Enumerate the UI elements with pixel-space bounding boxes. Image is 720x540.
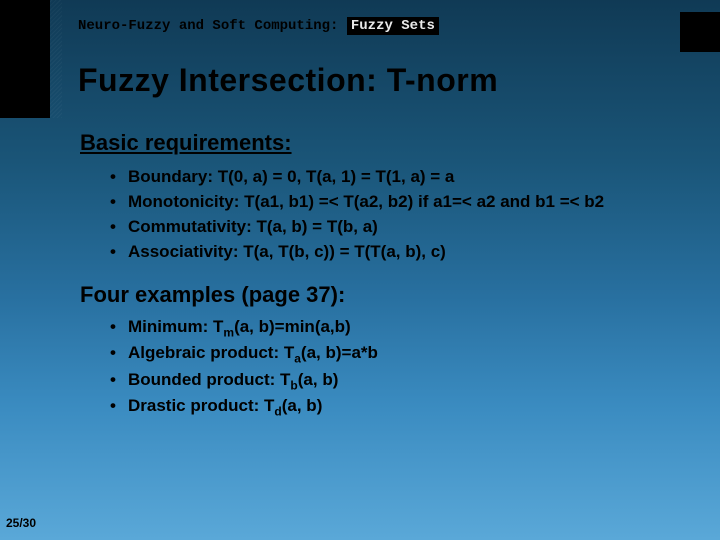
requirements-heading: Basic requirements: — [80, 130, 680, 156]
ex-sub: d — [274, 405, 281, 419]
list-item: Algebraic product: Ta(a, b)=a*b — [110, 342, 680, 367]
left-black-band — [0, 0, 50, 118]
list-item: Bounded product: Tb(a, b) — [110, 369, 680, 394]
left-hatch-shadow — [50, 0, 62, 118]
ex-label: Drastic product: T — [128, 396, 274, 415]
list-item: Minimum: Tm(a, b)=min(a,b) — [110, 316, 680, 341]
req-text: Commutativity: T(a, b) = T(b, a) — [128, 217, 378, 236]
ex-sub: a — [294, 352, 301, 366]
list-item: Drastic product: Td(a, b) — [110, 395, 680, 420]
page-number: 25/30 — [6, 516, 36, 530]
ex-sub: m — [223, 325, 234, 339]
ex-rest: (a, b) — [282, 396, 323, 415]
examples-list: Minimum: Tm(a, b)=min(a,b) Algebraic pro… — [110, 316, 680, 420]
req-text: Boundary: T(0, a) = 0, T(a, 1) = T(1, a)… — [128, 167, 454, 186]
ex-sub: b — [290, 378, 297, 392]
header-highlight: Fuzzy Sets — [347, 17, 439, 35]
list-item: Boundary: T(0, a) = 0, T(a, 1) = T(1, a)… — [110, 166, 680, 189]
top-right-black-tab — [680, 12, 720, 52]
list-item: Associativity: T(a, T(b, c)) = T(T(a, b)… — [110, 241, 680, 264]
main-content: Basic requirements: Boundary: T(0, a) = … — [80, 130, 680, 422]
page-title: Fuzzy Intersection: T-norm — [78, 62, 498, 99]
ex-label: Minimum: T — [128, 317, 223, 336]
req-text: Monotonicity: T(a1, b1) =< T(a2, b2) if … — [128, 192, 604, 211]
header-prefix: Neuro-Fuzzy and Soft Computing: — [78, 18, 338, 34]
ex-rest: (a, b) — [298, 370, 339, 389]
ex-label: Algebraic product: T — [128, 343, 294, 362]
examples-heading: Four examples (page 37): — [80, 282, 680, 308]
header-breadcrumb: Neuro-Fuzzy and Soft Computing: Fuzzy Se… — [78, 18, 439, 34]
requirements-list: Boundary: T(0, a) = 0, T(a, 1) = T(1, a)… — [110, 166, 680, 264]
list-item: Monotonicity: T(a1, b1) =< T(a2, b2) if … — [110, 191, 680, 214]
ex-rest: (a, b)=min(a,b) — [234, 317, 351, 336]
ex-label: Bounded product: T — [128, 370, 290, 389]
req-text: Associativity: T(a, T(b, c)) = T(T(a, b)… — [128, 242, 446, 261]
ex-rest: (a, b)=a*b — [301, 343, 378, 362]
list-item: Commutativity: T(a, b) = T(b, a) — [110, 216, 680, 239]
